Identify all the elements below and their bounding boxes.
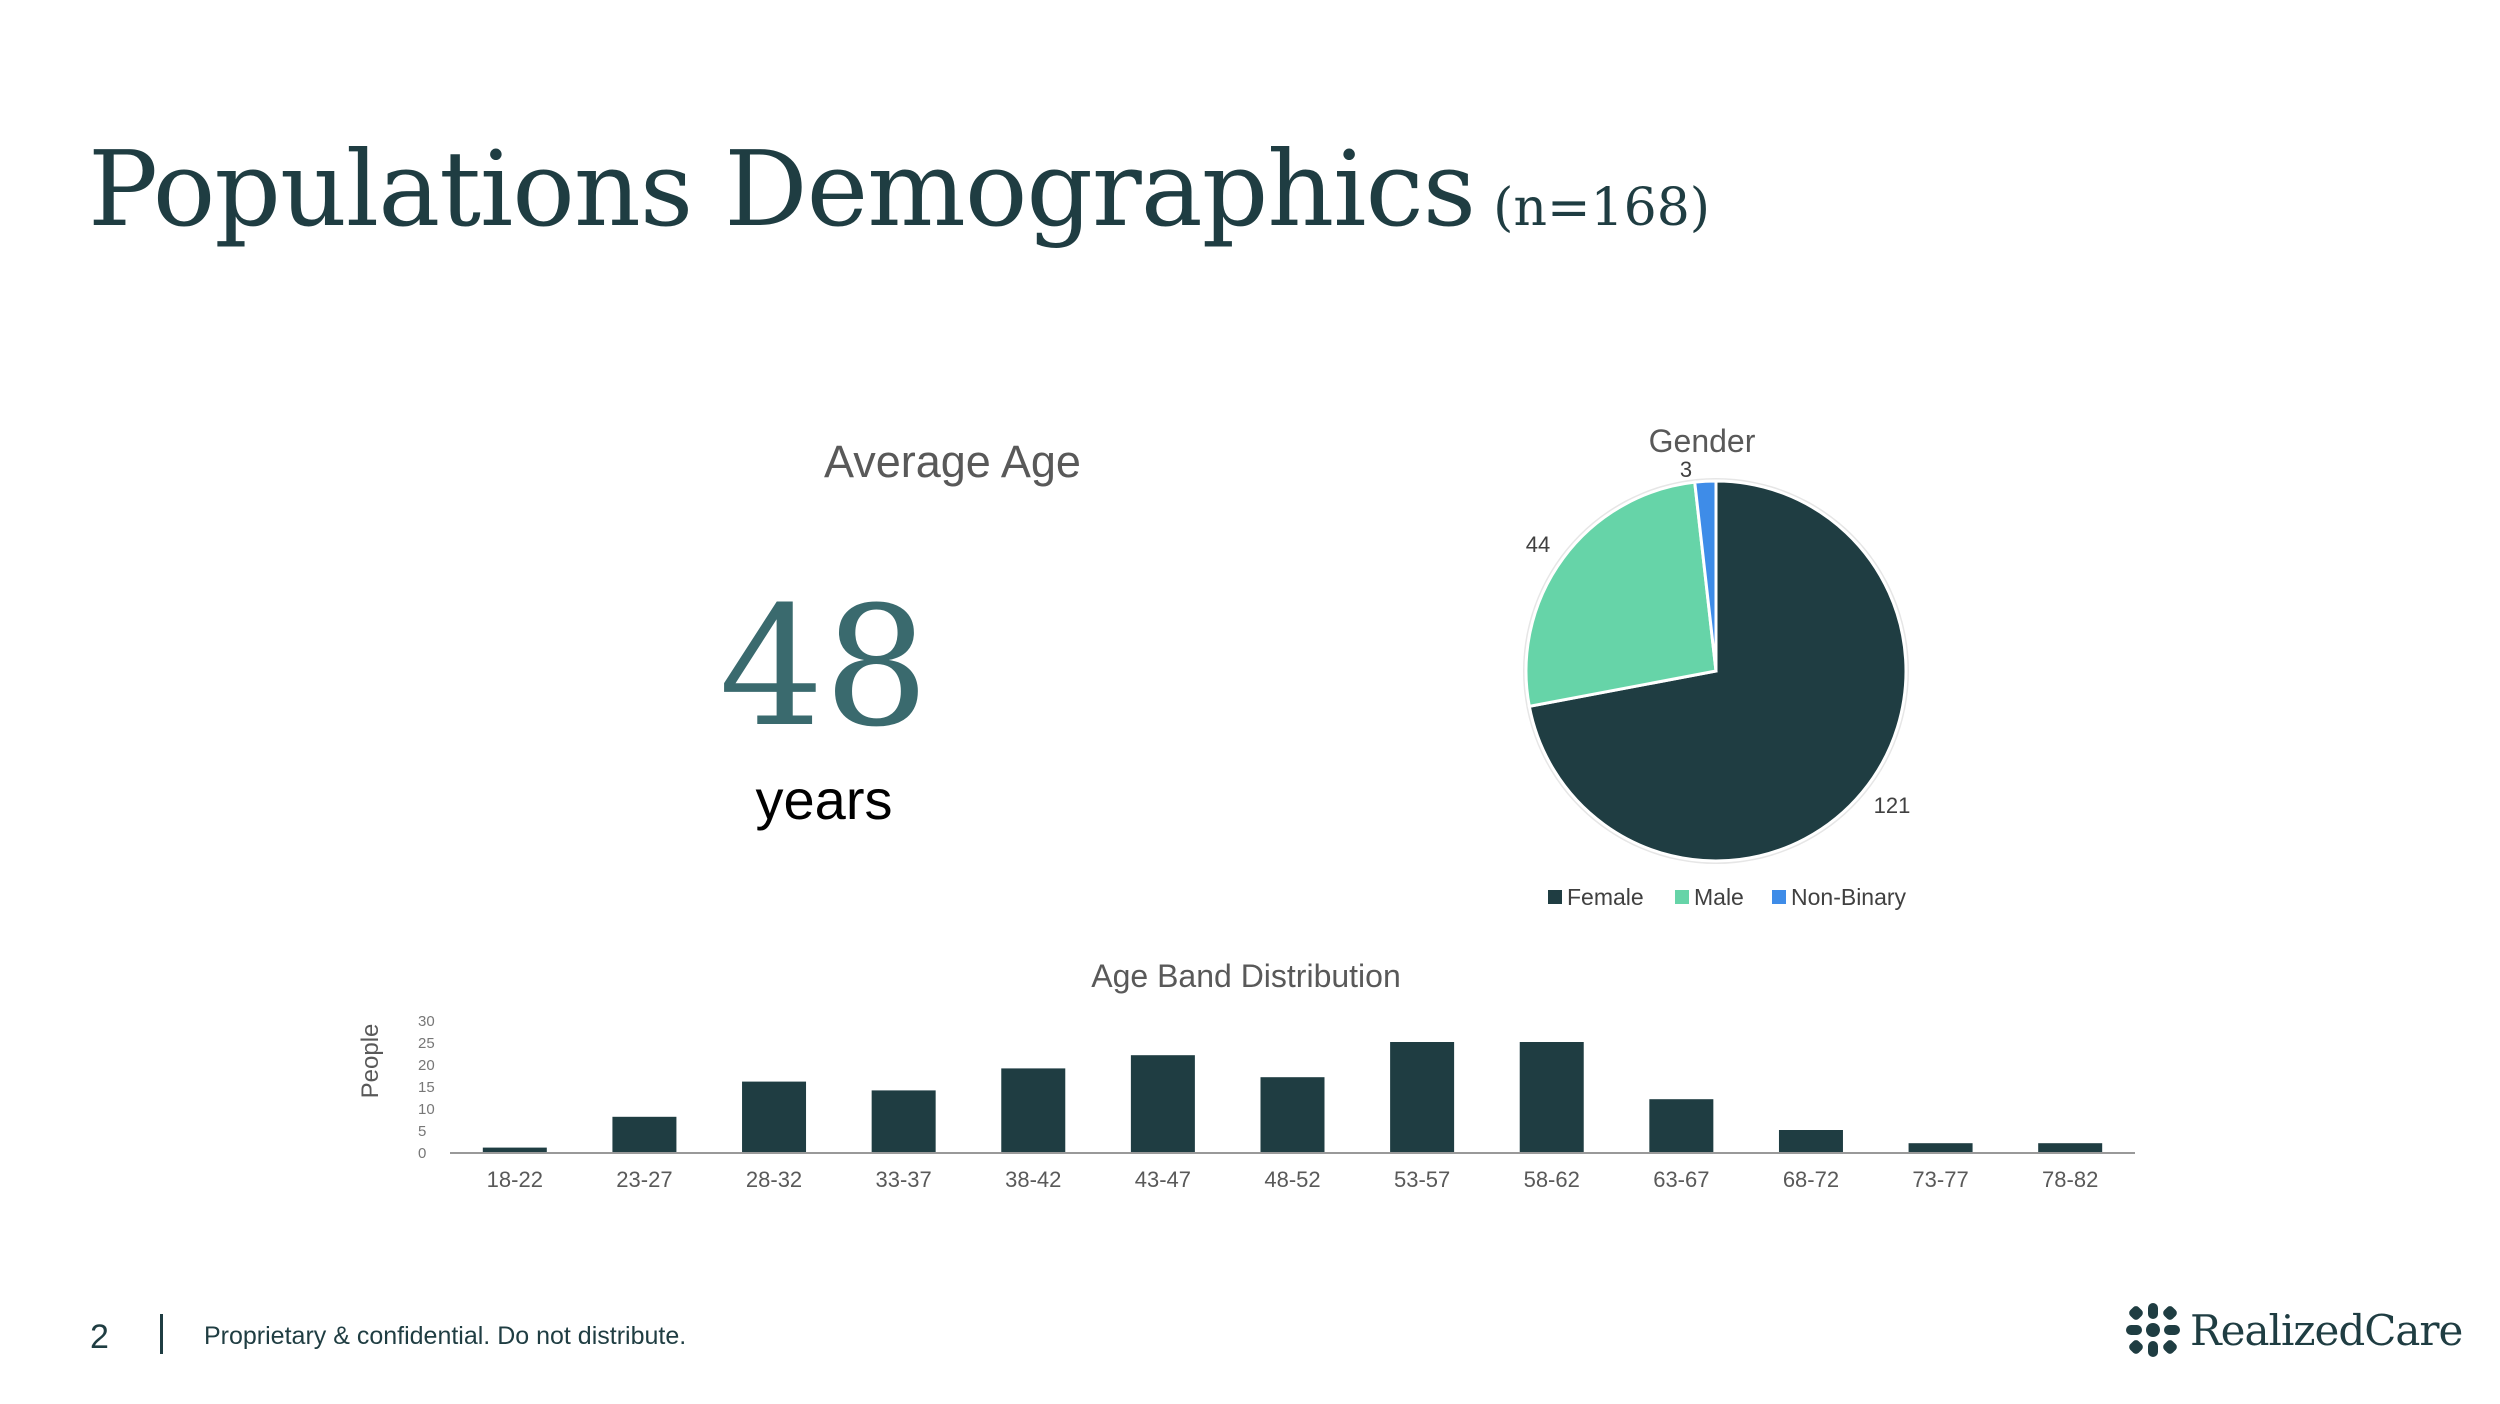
bar-18-22 [482,1147,547,1152]
title-sample-size: (n=168) [1493,178,1711,238]
bar-y-tick-label: 15 [418,1079,435,1096]
bar-x-tick-label: 53-57 [1394,1167,1450,1192]
bar-y-tick-label: 0 [418,1145,426,1162]
pie-slice-non-binary [1693,479,1718,672]
pie-legend-label-non-binary: Non-Binary [1791,884,1907,910]
pie-slice-male [1524,480,1718,709]
bar-x-tick-label: 38-42 [1005,1167,1061,1192]
bar-y-tick-label: 30 [418,1013,435,1030]
pie-legend-swatch-male [1675,890,1689,904]
bar-68-72 [1778,1130,1843,1152]
page-title: Populations Demographics (n=168) [88,128,1710,250]
pie-legend-swatch-non-binary [1772,890,1786,904]
pie-data-label-male: 44 [1526,532,1550,557]
pie-data-label-female: 121 [1874,793,1911,818]
bar-x-tick-label: 78-82 [2042,1167,2098,1192]
bar-y-axis-label: People [357,1024,384,1099]
bar-78-82 [2038,1143,2103,1152]
gender-pie-chart: Gender 121 44 3 Female Male Non-Binary [1523,423,1910,910]
title-main: Populations Demographics [88,128,1476,250]
footer-divider [160,1314,163,1354]
bar-x-tick-label: 43-47 [1135,1167,1191,1192]
pie-data-label-non-binary: 3 [1680,457,1692,482]
pie-legend-swatch-female [1548,890,1562,904]
bar-x-tick-label: 18-22 [487,1167,543,1192]
bar-y-tick-label: 20 [418,1057,435,1074]
bar-63-67 [1649,1099,1714,1152]
bar-43-47 [1130,1055,1195,1152]
pie-title: Gender [1649,423,1756,459]
bar-x-tick-label: 28-32 [746,1167,802,1192]
bar-x-tick-label: 33-37 [876,1167,932,1192]
bar-y-tick-label: 10 [418,1101,435,1118]
pie-slice-female [1527,479,1908,863]
company-logo: RealizedCare [2124,1298,2463,1362]
bar-x-tick-label: 23-27 [616,1167,672,1192]
pie-legend-label-male: Male [1694,884,1744,910]
pie-legend-label-female: Female [1567,884,1644,910]
bar-33-37 [871,1090,936,1152]
bar-x-tick-label: 63-67 [1653,1167,1709,1192]
page-number: 2 [90,1318,109,1356]
bar-y-tick-label: 5 [418,1123,426,1140]
bar-38-42 [1001,1068,1066,1152]
bar-28-32 [742,1081,807,1152]
bar-title: Age Band Distribution [1091,958,1401,994]
average-age-unit: years [755,768,893,831]
logo-text: RealizedCare [2190,1305,2463,1355]
bar-x-tick-label: 68-72 [1783,1167,1839,1192]
bar-58-62 [1519,1042,1584,1152]
bar-73-77 [1908,1143,1973,1152]
bar-x-tick-label: 58-62 [1524,1167,1580,1192]
confidential-notice: Proprietary & confidential. Do not distr… [204,1322,687,1350]
bar-23-27 [612,1116,677,1152]
bar-x-tick-label: 73-77 [1912,1167,1968,1192]
bar-y-tick-label: 25 [418,1035,435,1052]
age-band-bar-chart: Age Band Distribution People 0 5 10 15 20 25 30 1… [357,958,2135,1192]
average-age-value: 48 [719,571,929,763]
average-age-label-text: Average Age [824,436,1081,487]
logo-mark-icon [2126,1303,2180,1357]
bar-x-tick-label: 48-52 [1264,1167,1320,1192]
bar-48-52 [1260,1077,1325,1152]
bar-53-57 [1390,1042,1455,1152]
